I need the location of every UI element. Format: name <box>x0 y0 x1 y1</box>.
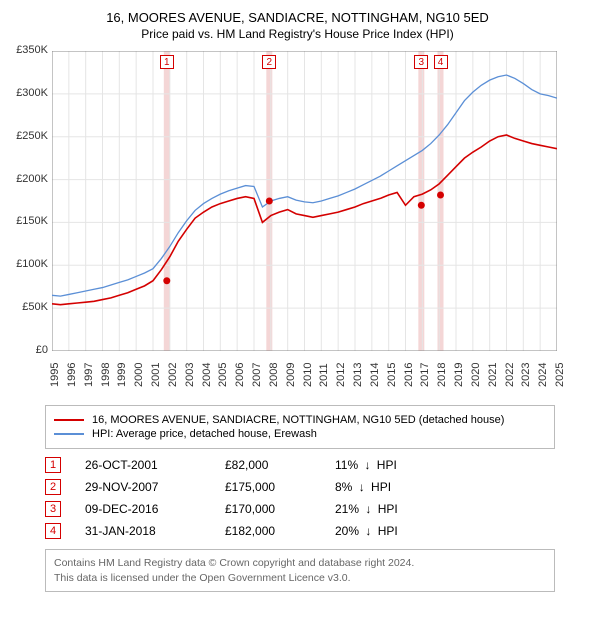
x-axis-label: 2015 <box>386 363 398 387</box>
x-axis-label: 2008 <box>268 363 280 387</box>
legend-label: HPI: Average price, detached house, Erew… <box>92 428 317 440</box>
chart-transaction-marker: 1 <box>160 55 174 69</box>
diff-percent: 11% <box>335 458 361 472</box>
transaction-price: £82,000 <box>225 458 335 472</box>
x-axis-label: 2017 <box>419 363 431 387</box>
x-axis-label: 2006 <box>234 363 246 387</box>
legend-swatch <box>54 433 84 435</box>
diff-suffix: HPI <box>374 502 397 516</box>
transaction-marker: 4 <box>45 523 61 539</box>
footer-line-2: This data is licensed under the Open Gov… <box>54 571 546 586</box>
x-axis-label: 1998 <box>100 363 112 387</box>
x-axis-label: 2000 <box>133 363 145 387</box>
y-axis-label: £100K <box>10 258 48 270</box>
x-axis-label: 2022 <box>504 363 516 387</box>
x-axis-label: 2020 <box>470 363 482 387</box>
y-axis-label: £250K <box>10 130 48 142</box>
y-axis-label: £350K <box>10 44 48 56</box>
y-axis-label: £150K <box>10 215 48 227</box>
x-axis-label: 1997 <box>83 363 95 387</box>
x-axis-label: 2003 <box>184 363 196 387</box>
x-axis-label: 2011 <box>318 363 330 387</box>
transaction-date: 31-JAN-2018 <box>85 524 225 538</box>
transaction-diff: 8% ↓ HPI <box>335 480 455 494</box>
chart-container: £0£50K£100K£150K£200K£250K£300K£350K1995… <box>10 49 557 393</box>
x-axis-label: 2002 <box>167 363 179 387</box>
transaction-dot <box>418 202 425 209</box>
transaction-marker: 1 <box>45 457 61 473</box>
transaction-price: £175,000 <box>225 480 335 494</box>
chart-transaction-marker: 3 <box>414 55 428 69</box>
transaction-table: 1 26-OCT-2001£82,00011% ↓ HPI 2 29-NOV-2007… <box>45 457 585 539</box>
chart-transaction-marker: 2 <box>262 55 276 69</box>
transaction-row: 4 31-JAN-2018£182,00020% ↓ HPI <box>45 523 585 539</box>
legend: 16, MOORES AVENUE, SANDIACRE, NOTTINGHAM… <box>45 405 555 449</box>
x-axis-label: 2021 <box>487 363 499 387</box>
footer-attribution: Contains HM Land Registry data © Crown c… <box>45 549 555 592</box>
transaction-price: £182,000 <box>225 524 335 538</box>
transaction-row: 2 29-NOV-2007£175,0008% ↓ HPI <box>45 479 585 495</box>
page-title: 16, MOORES AVENUE, SANDIACRE, NOTTINGHAM… <box>10 10 585 25</box>
diff-percent: 21% <box>335 502 362 516</box>
x-axis-label: 2005 <box>217 363 229 387</box>
transaction-price: £170,000 <box>225 502 335 516</box>
diff-percent: 8% <box>335 480 356 494</box>
diff-suffix: HPI <box>368 480 391 494</box>
price-chart <box>52 51 557 351</box>
arrow-down-icon: ↓ <box>359 480 365 494</box>
transaction-dot <box>437 192 444 199</box>
chart-transaction-marker: 4 <box>434 55 448 69</box>
transaction-dot <box>266 198 273 205</box>
transaction-marker: 2 <box>45 479 61 495</box>
x-axis-label: 2009 <box>285 363 297 387</box>
y-axis-label: £300K <box>10 87 48 99</box>
transaction-row: 1 26-OCT-2001£82,00011% ↓ HPI <box>45 457 585 473</box>
page-subtitle: Price paid vs. HM Land Registry's House … <box>10 27 585 41</box>
x-axis-label: 2018 <box>436 363 448 387</box>
transaction-marker: 3 <box>45 501 61 517</box>
x-axis-label: 1996 <box>66 363 78 387</box>
diff-suffix: HPI <box>373 458 396 472</box>
x-axis-label: 2025 <box>554 363 566 387</box>
legend-label: 16, MOORES AVENUE, SANDIACRE, NOTTINGHAM… <box>92 414 504 426</box>
x-axis-label: 2013 <box>352 363 364 387</box>
transaction-dot <box>163 277 170 284</box>
footer-line-1: Contains HM Land Registry data © Crown c… <box>54 556 546 571</box>
x-axis-label: 2024 <box>537 363 549 387</box>
y-axis-label: £50K <box>10 301 48 313</box>
y-axis-label: £0 <box>10 344 48 356</box>
x-axis-label: 2001 <box>150 363 162 387</box>
x-axis-label: 2012 <box>335 363 347 387</box>
arrow-down-icon: ↓ <box>365 524 371 538</box>
transaction-date: 29-NOV-2007 <box>85 480 225 494</box>
arrow-down-icon: ↓ <box>364 458 370 472</box>
transaction-diff: 20% ↓ HPI <box>335 524 455 538</box>
transaction-date: 09-DEC-2016 <box>85 502 225 516</box>
x-axis-label: 2014 <box>369 363 381 387</box>
transaction-diff: 11% ↓ HPI <box>335 458 455 472</box>
transaction-row: 3 09-DEC-2016£170,00021% ↓ HPI <box>45 501 585 517</box>
x-axis-label: 1999 <box>116 363 128 387</box>
arrow-down-icon: ↓ <box>365 502 371 516</box>
x-axis-label: 2019 <box>453 363 465 387</box>
y-axis-label: £200K <box>10 173 48 185</box>
x-axis-label: 2010 <box>302 363 314 387</box>
x-axis-label: 2004 <box>201 363 213 387</box>
x-axis-label: 2007 <box>251 363 263 387</box>
x-axis-label: 2023 <box>520 363 532 387</box>
legend-swatch <box>54 419 84 421</box>
diff-percent: 20% <box>335 524 362 538</box>
legend-item: HPI: Average price, detached house, Erew… <box>54 428 546 440</box>
x-axis-label: 2016 <box>403 363 415 387</box>
transaction-date: 26-OCT-2001 <box>85 458 225 472</box>
diff-suffix: HPI <box>374 524 397 538</box>
transaction-diff: 21% ↓ HPI <box>335 502 455 516</box>
legend-item: 16, MOORES AVENUE, SANDIACRE, NOTTINGHAM… <box>54 414 546 426</box>
x-axis-label: 1995 <box>49 363 61 387</box>
